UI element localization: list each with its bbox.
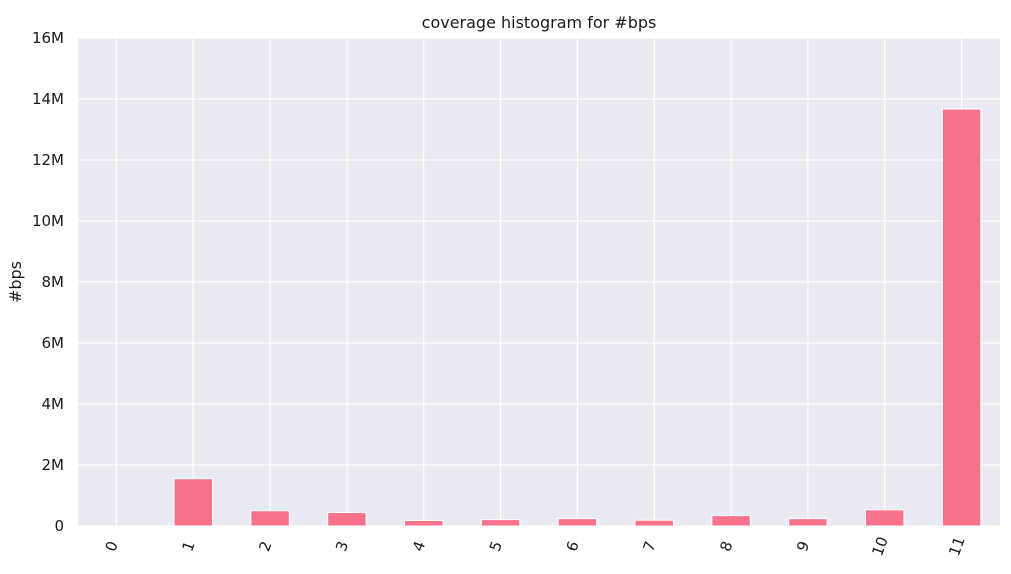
chart-title: coverage histogram for #bps [422, 13, 657, 32]
bars [173, 108, 982, 527]
y-tick-label: 8M [42, 273, 65, 291]
y-tick-label: 0 [54, 517, 64, 535]
bar-3 [327, 512, 367, 527]
bar-7 [634, 519, 674, 527]
y-tick-label: 14M [32, 90, 64, 108]
x-tick-label: 5 [486, 539, 506, 554]
bar-5 [480, 519, 521, 527]
x-tick-label: 6 [563, 539, 583, 554]
x-axis-ticks: 0 1 2 3 4 5 6 7 8 9 10 11 [102, 534, 969, 558]
x-tick-label: 2 [255, 539, 275, 554]
bar-2 [250, 510, 290, 527]
y-tick-label: 12M [32, 151, 64, 169]
x-tick-label: 0 [102, 539, 122, 554]
bar-8 [711, 515, 751, 527]
x-tick-label: 1 [178, 539, 198, 554]
y-axis-label: #bps [6, 261, 25, 303]
grid-lines [78, 37, 1000, 527]
bar-9 [788, 518, 828, 527]
x-tick-label: 3 [332, 539, 352, 554]
bar-10 [865, 509, 905, 527]
bar-1 [173, 478, 213, 527]
x-tick-label: 4 [409, 539, 429, 554]
x-tick-label: 11 [945, 534, 968, 558]
y-tick-label: 4M [42, 395, 65, 413]
y-tick-label: 2M [42, 456, 65, 474]
bar-11 [941, 108, 982, 527]
y-tick-label: 6M [42, 334, 65, 352]
x-tick-label: 10 [868, 534, 891, 558]
bar-4 [404, 520, 444, 527]
y-tick-label: 16M [32, 29, 64, 47]
x-tick-label: 8 [716, 539, 736, 554]
bar-6 [557, 518, 598, 527]
x-tick-label: 9 [793, 539, 813, 554]
y-tick-label: 10M [32, 212, 64, 230]
x-tick-label: 7 [639, 539, 659, 554]
y-axis-ticks: 0 2M 4M 6M 8M 10M 12M 14M 16M [32, 29, 64, 535]
